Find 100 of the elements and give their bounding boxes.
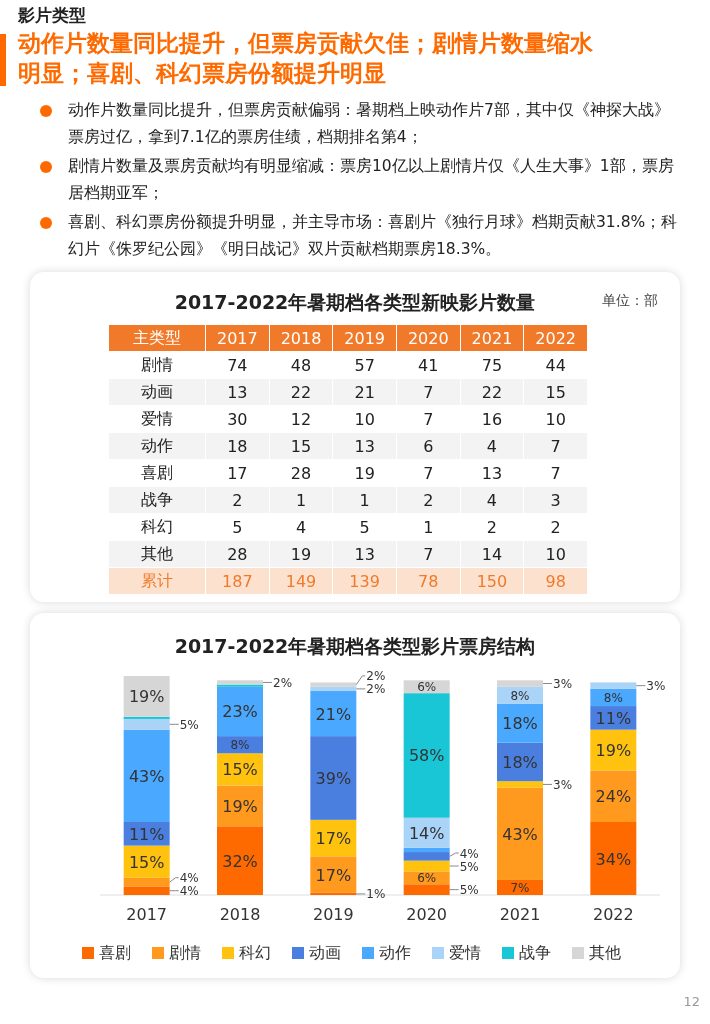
data-label: 2%	[366, 682, 386, 697]
data-label: 17%	[315, 865, 352, 885]
data-label: 19	[269, 540, 333, 568]
data-label: 149	[269, 567, 333, 595]
data-label: 3%	[646, 679, 666, 694]
chart-title: 2017-2022年暑期档各类型新映影片数量	[174, 291, 536, 313]
legend-label: 爱情	[449, 943, 481, 962]
x-tick-label: 2017	[205, 324, 270, 352]
data-label: 17%	[315, 829, 352, 849]
data-label: 10	[523, 405, 588, 433]
data-label: 1	[269, 486, 333, 514]
data-label: 2	[460, 513, 524, 541]
y-axis-title: 主类型	[108, 324, 206, 352]
data-label: 22	[269, 378, 333, 406]
data-label: 2	[396, 486, 461, 514]
data-label: 14	[460, 540, 524, 568]
text: 单位：部	[602, 292, 658, 310]
data-label: 5	[205, 513, 270, 541]
data-label: 39%	[315, 768, 352, 788]
x-tick-label: 2017	[126, 905, 168, 924]
data-label: 3%	[553, 677, 573, 692]
legend-label: 科幻	[239, 943, 271, 962]
data-label: 22	[460, 378, 524, 406]
data-label: 10	[523, 540, 588, 568]
data-label: 21%	[315, 704, 352, 724]
text: 动作片数量同比提升，但票房贡献欠佳；剧情片数量缩水明显；喜剧、科幻票房份额提升明显	[18, 29, 594, 88]
data-label: 139	[332, 567, 397, 595]
data-label: 7	[396, 378, 461, 406]
data-label: 2%	[273, 675, 293, 690]
data-label: 6	[396, 432, 461, 460]
data-label: 74	[205, 351, 270, 379]
data-label: 1	[396, 513, 461, 541]
data-label: 12	[269, 405, 333, 433]
text: 剧情片数量及票房贡献均有明显缩减：票房10亿以上剧情片仅《人生大事》1部，票房居档期亚军；	[68, 156, 675, 204]
data-label: 5%	[459, 859, 479, 874]
data-label: 16	[460, 405, 524, 433]
data-label: 4%	[179, 871, 199, 886]
data-label: 14%	[408, 823, 445, 843]
data-label: 11%	[128, 824, 165, 844]
chart-title: 2017-2022年暑期档各类型影片票房结构	[174, 635, 536, 657]
data-label: 4	[460, 432, 524, 460]
data-label: 15%	[222, 760, 258, 780]
data-label: 34%	[595, 849, 632, 869]
data-label: 43%	[502, 824, 538, 844]
data-label: 21	[332, 378, 397, 406]
data-label: 7	[396, 540, 461, 568]
data-label: 18	[205, 432, 270, 460]
data-label: 15%	[128, 852, 165, 872]
data-label: 15	[269, 432, 333, 460]
legend-label: 动作	[379, 943, 411, 962]
data-label: 75	[460, 351, 524, 379]
y-tick-label: 动作	[108, 432, 206, 460]
x-tick-label: 2021	[499, 905, 541, 924]
data-label: 4%	[459, 846, 479, 861]
data-label: 23%	[222, 702, 258, 722]
data-label: 13	[460, 459, 524, 487]
y-tick-label: 剧情	[108, 351, 206, 379]
data-label: 58%	[408, 746, 445, 766]
data-label: 78	[396, 567, 461, 595]
data-label: 41	[396, 351, 461, 379]
x-tick-label: 2019	[312, 905, 354, 924]
data-label: 8%	[230, 738, 250, 753]
data-label: 1%	[366, 887, 386, 902]
data-label: 24%	[595, 787, 632, 807]
text: 喜剧、科幻票房份额提升明显，并主导市场：喜剧片《独行月球》档期贡献31.8%；科幻片《侏罗纪公园》《明日战记》双片贡献档期票房18.3%。	[68, 212, 679, 260]
data-label: 1	[332, 486, 397, 514]
data-label: 19%	[595, 741, 632, 761]
data-label: 2	[205, 486, 270, 514]
data-label: 3%	[553, 777, 573, 792]
data-label: 13	[332, 432, 397, 460]
x-tick-label: 2020	[406, 905, 448, 924]
y-tick-label: 动画	[108, 378, 206, 406]
data-label: 5%	[459, 883, 479, 898]
data-label: 18%	[502, 752, 538, 772]
data-label: 8%	[510, 688, 530, 703]
data-label: 18%	[502, 714, 538, 734]
data-label: 4	[460, 486, 524, 514]
x-tick-label: 2022	[592, 905, 634, 924]
data-label: 10	[332, 405, 397, 433]
data-label: 30	[205, 405, 270, 433]
data-label: 7%	[510, 880, 530, 895]
data-label: 28	[205, 540, 270, 568]
data-label: 57	[332, 351, 397, 379]
data-label: 13	[205, 378, 270, 406]
text: 动作片数量同比提升，但票房贡献偏弱：暑期档上映动作片7部，其中仅《神探大战》票房过亿，拿到7.1亿的票房佳绩，档期排名第4；	[68, 100, 671, 148]
x-tick-label: 2021	[460, 324, 524, 352]
data-label: 17	[205, 459, 270, 487]
y-tick-label: 累计	[108, 567, 206, 595]
legend-label: 动画	[309, 943, 341, 962]
data-label: 13	[332, 540, 397, 568]
data-label: 8%	[603, 690, 623, 705]
legend-label: 其他	[589, 943, 621, 962]
data-label: 5%	[179, 717, 199, 732]
data-label: 32%	[222, 851, 258, 871]
y-tick-label: 爱情	[108, 405, 206, 433]
x-tick-label: 2022	[523, 324, 588, 352]
text: 影片类型	[18, 4, 86, 27]
data-label: 48	[269, 351, 333, 379]
data-label: 3	[523, 486, 588, 514]
data-label: 187	[205, 567, 270, 595]
